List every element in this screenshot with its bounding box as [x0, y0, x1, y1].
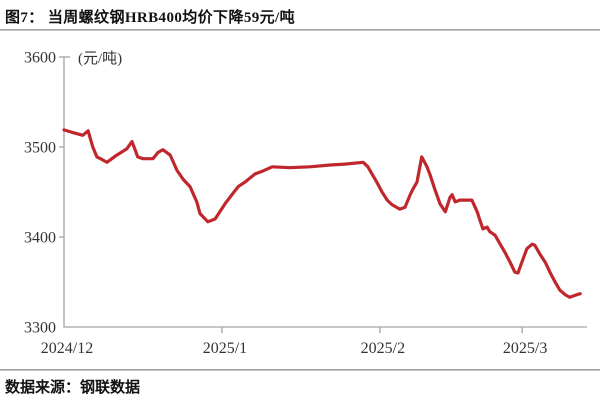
x-tick-label: 2025/2	[361, 340, 405, 357]
y-tick-label: 3300	[24, 320, 56, 337]
figure-title: 图7： 当周螺纹钢HRB400均价下降59元/吨	[5, 10, 296, 26]
x-tick-label: 2025/3	[503, 340, 547, 357]
axes	[63, 57, 587, 328]
y-tick-label: 3600	[24, 50, 56, 67]
price-line	[62, 128, 582, 299]
x-tick-label: 2024/12	[41, 340, 93, 357]
source-divider	[0, 369, 600, 371]
unit-label: (元/吨)	[78, 50, 122, 67]
y-tick-label: 3400	[24, 230, 56, 247]
title-divider	[0, 29, 600, 31]
data-source-note: 数据来源：钢联数据	[5, 380, 141, 396]
y-tick-label: 3500	[24, 140, 56, 157]
x-tick-label: 2025/1	[203, 340, 247, 357]
